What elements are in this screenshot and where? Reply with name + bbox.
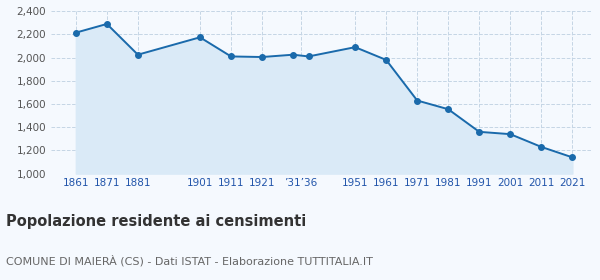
Point <box>568 155 577 160</box>
Point <box>350 45 360 49</box>
Point <box>288 52 298 57</box>
Point <box>382 58 391 62</box>
Point <box>412 98 422 103</box>
Point <box>536 145 546 149</box>
Point <box>304 54 313 59</box>
Point <box>195 35 205 39</box>
Point <box>102 22 112 26</box>
Point <box>443 107 453 111</box>
Text: COMUNE DI MAIERÀ (CS) - Dati ISTAT - Elaborazione TUTTITALIA.IT: COMUNE DI MAIERÀ (CS) - Dati ISTAT - Ela… <box>6 255 373 266</box>
Point <box>133 52 143 57</box>
Point <box>506 132 515 136</box>
Point <box>71 31 80 35</box>
Point <box>475 130 484 134</box>
Point <box>226 54 236 59</box>
Text: Popolazione residente ai censimenti: Popolazione residente ai censimenti <box>6 214 306 229</box>
Point <box>257 55 267 59</box>
